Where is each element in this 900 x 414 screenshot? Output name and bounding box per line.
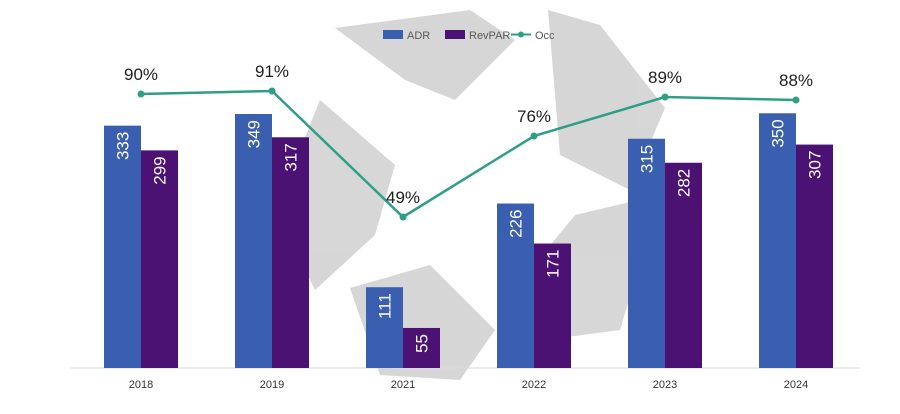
x-tick-label: 2019 (260, 379, 284, 391)
adr-value-label: 350 (769, 119, 788, 147)
x-tick-label: 2024 (784, 379, 808, 391)
revpar-value-label: 317 (282, 143, 301, 171)
adr-value-label: 315 (638, 145, 657, 173)
adr-value-label: 333 (114, 132, 133, 160)
revpar-bar (665, 162, 702, 368)
adr-value-label: 226 (507, 210, 526, 238)
occ-value-label: 49% (386, 188, 420, 207)
x-tick-label: 2018 (129, 379, 153, 391)
occ-value-label: 90% (124, 65, 158, 84)
legend-occ-marker (518, 31, 524, 38)
revpar-value-label: 299 (151, 156, 170, 184)
adr-bar (366, 287, 403, 368)
occ-value-label: 76% (517, 107, 551, 126)
occ-point (530, 132, 538, 140)
legend-adr-swatch (383, 30, 403, 39)
bars-layer: 333 299 349 317 111 55 226 171 315 282 350 307 (104, 113, 833, 368)
revpar-bar (796, 144, 833, 368)
adr-bar (235, 114, 272, 368)
x-tick-label: 2021 (391, 379, 415, 391)
legend-occ-label: Occ (535, 30, 555, 42)
occ-point (399, 213, 407, 221)
adr-bar (628, 138, 665, 368)
revpar-bar (534, 243, 571, 368)
adr-value-label: 349 (245, 120, 264, 148)
occ-point (792, 96, 800, 104)
revpar-value-label: 282 (675, 169, 694, 197)
legend: ADR RevPAR Occ (383, 30, 555, 42)
revpar-bar (272, 137, 309, 368)
revpar-value-label: 307 (806, 151, 825, 179)
occ-value-label: 88% (779, 71, 813, 90)
revpar-bar (141, 150, 178, 368)
legend-revpar-swatch (445, 30, 465, 39)
legend-adr-label: ADR (407, 30, 430, 42)
adr-bar (759, 113, 796, 368)
occ-line-layer: 90% 91% 49% 76% 89% 88% (124, 62, 813, 221)
revpar-value-label: 55 (413, 334, 432, 353)
adr-bar (104, 125, 141, 368)
occ-point (661, 93, 669, 101)
x-tick-labels: 2018 2019 2021 2022 2023 2024 (129, 379, 808, 391)
revpar-value-label: 171 (544, 250, 563, 278)
adr-value-label: 111 (376, 293, 395, 319)
adr-bar (497, 203, 534, 368)
occ-value-label: 89% (648, 68, 682, 87)
legend-revpar-label: RevPAR (469, 30, 510, 42)
watermark-logo (285, 10, 665, 380)
x-tick-label: 2023 (653, 379, 677, 391)
occ-line (140, 89, 797, 219)
x-tick-label: 2022 (522, 379, 546, 391)
occ-point (268, 87, 276, 95)
revpar-bar (403, 327, 440, 368)
occ-point (137, 90, 145, 98)
occ-value-label: 91% (255, 62, 289, 81)
